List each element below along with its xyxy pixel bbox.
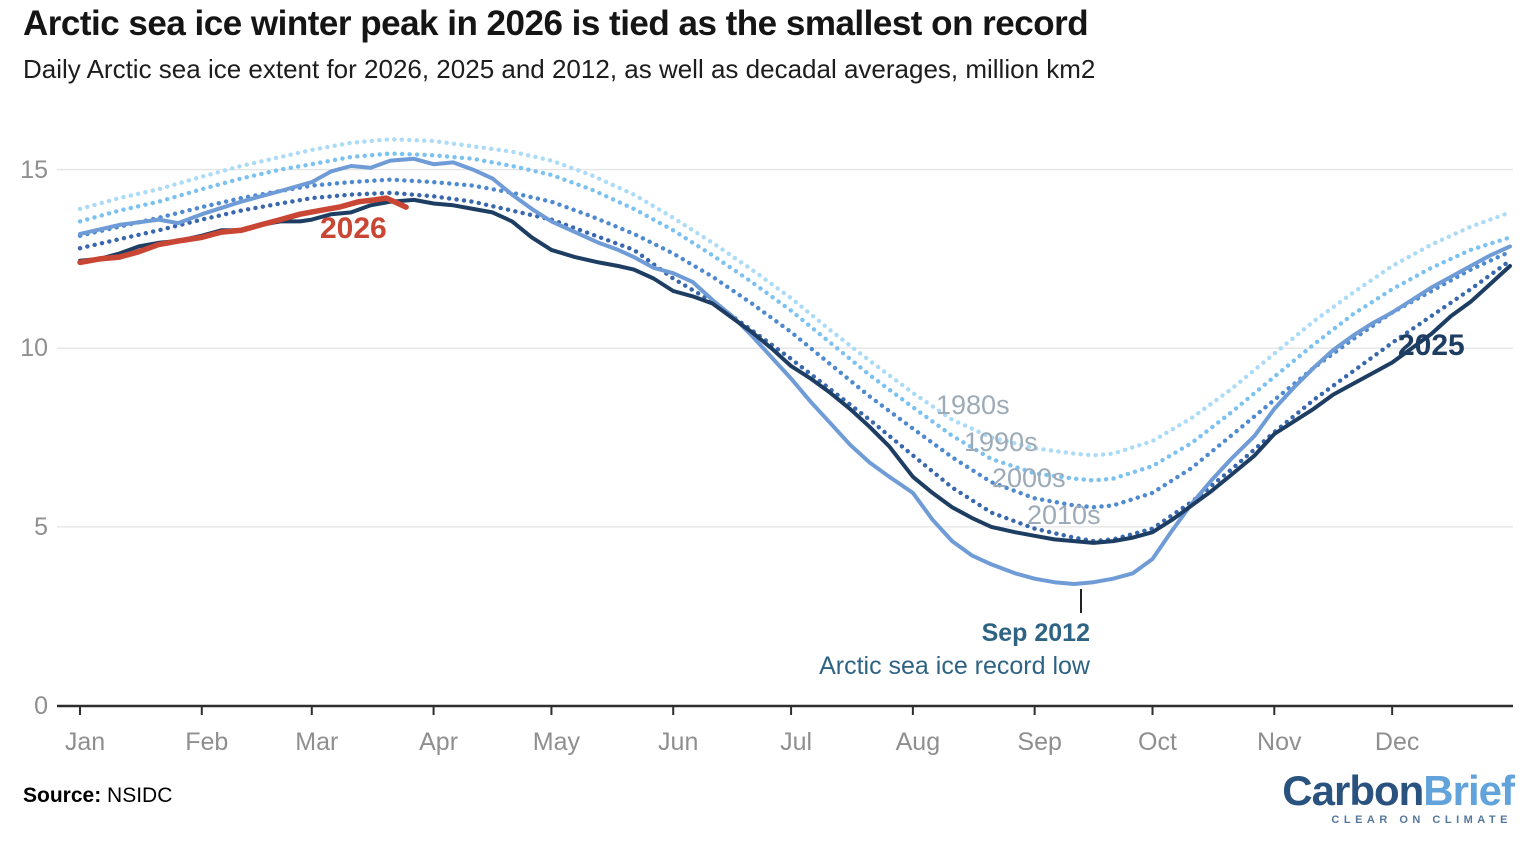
logo-tagline: CLEAR ON CLIMATE <box>1331 814 1512 826</box>
y-axis-label-10: 10 <box>20 334 48 363</box>
x-axis-label-Jul: Jul <box>780 728 813 756</box>
label-2025: 2025 <box>1398 329 1465 362</box>
series-2012-line <box>78 156 1512 586</box>
logo-carbon: Carbon <box>1282 767 1424 814</box>
y-axis-label-5: 5 <box>34 512 48 541</box>
source-line: Source: NSIDC <box>23 784 172 808</box>
label-1980s: 1980s <box>936 390 1010 420</box>
label-2000s: 2000s <box>992 463 1066 493</box>
x-axis-label-Mar: Mar <box>295 728 339 756</box>
label-2010s: 2010s <box>1027 500 1101 530</box>
series-2026-line <box>77 195 409 266</box>
x-axis-label-Jan: Jan <box>64 728 106 756</box>
annotation-record-low: Arctic sea ice record low <box>819 652 1090 680</box>
x-axis-label-Oct: Oct <box>1138 728 1177 756</box>
annotation-sep-2012: Sep 2012 <box>981 619 1090 647</box>
label-1990s: 1990s <box>964 427 1038 457</box>
y-axis-label-0: 0 <box>34 691 48 720</box>
series-2000s-line <box>77 177 1513 510</box>
x-axis-label-Jun: Jun <box>658 728 699 756</box>
series-2025-line <box>78 197 1512 545</box>
chart-subtitle: Daily Arctic sea ice extent for 2026, 20… <box>23 54 1096 84</box>
carbonbrief-logo: CarbonBrief CLEAR ON CLIMATE <box>1282 767 1515 827</box>
x-axis-label-Sep: Sep <box>1017 728 1062 756</box>
series-1980s-line <box>77 136 1513 458</box>
logo-brief: Brief <box>1423 767 1515 814</box>
x-axis-label-Dec: Dec <box>1374 728 1420 756</box>
x-axis-label-May: May <box>532 728 581 756</box>
x-axis-label-Aug: Aug <box>895 728 941 756</box>
y-axis-label-15: 15 <box>20 155 48 184</box>
chart-title: Arctic sea ice winter peak in 2026 is ti… <box>23 4 1089 43</box>
x-axis-label-Feb: Feb <box>185 728 229 756</box>
label-2026: 2026 <box>320 212 387 245</box>
source-value: NSIDC <box>107 784 173 807</box>
source-label: Source: <box>23 784 102 807</box>
series-1990s-line <box>77 151 1513 483</box>
x-axis-label-Apr: Apr <box>419 728 459 756</box>
logo-wordmark: CarbonBrief <box>1282 767 1515 814</box>
x-axis-label-Nov: Nov <box>1257 728 1302 756</box>
